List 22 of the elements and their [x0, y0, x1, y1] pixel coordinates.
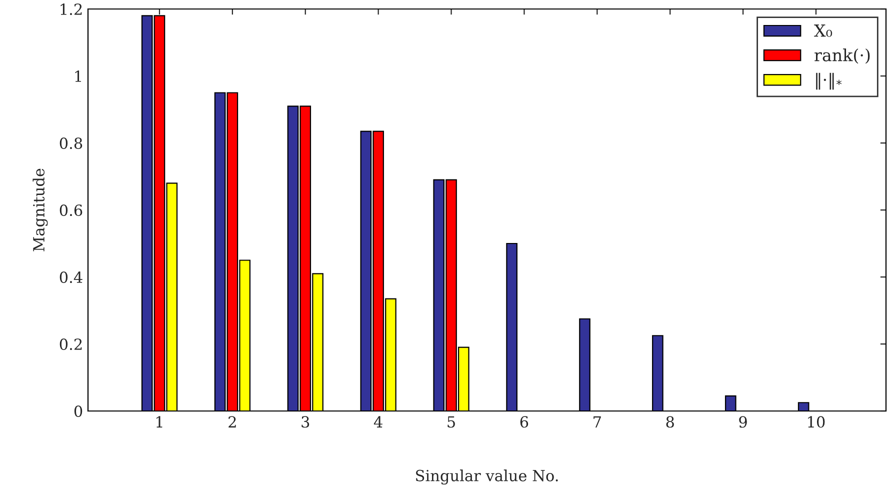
y-tick-label: 0.8: [60, 137, 82, 150]
y-tick-label: 1: [75, 70, 81, 82]
y-tick-label: 0: [74, 405, 82, 418]
x-tick-label: 2: [228, 416, 236, 428]
x-tick-label: 4: [374, 416, 382, 428]
x-tick-label: 5: [448, 416, 455, 428]
y-tick-label: 0.2: [60, 338, 82, 350]
x-axis-title: Singular value No.: [416, 470, 558, 485]
x-tick-label: 3: [302, 416, 310, 428]
x-tick-label: 6: [520, 416, 528, 428]
x-tick-label: 10: [808, 416, 825, 428]
legend-label: ‖·‖$_{*}$: [816, 72, 842, 90]
y-tick-label: 0.4: [60, 271, 82, 284]
x-tick-label: 7: [594, 416, 601, 428]
legend-label: X₀: [814, 24, 832, 37]
x-tick-label: 1: [156, 416, 162, 428]
x-tick-label: 8: [666, 416, 674, 428]
y-axis-title: Magnitude: [32, 168, 48, 252]
legend-label: rank(·): [814, 48, 870, 64]
y-tick-label: 1.2: [60, 3, 82, 16]
x-tick-label: 9: [739, 416, 747, 428]
y-tick-label: 0.6: [60, 204, 82, 216]
